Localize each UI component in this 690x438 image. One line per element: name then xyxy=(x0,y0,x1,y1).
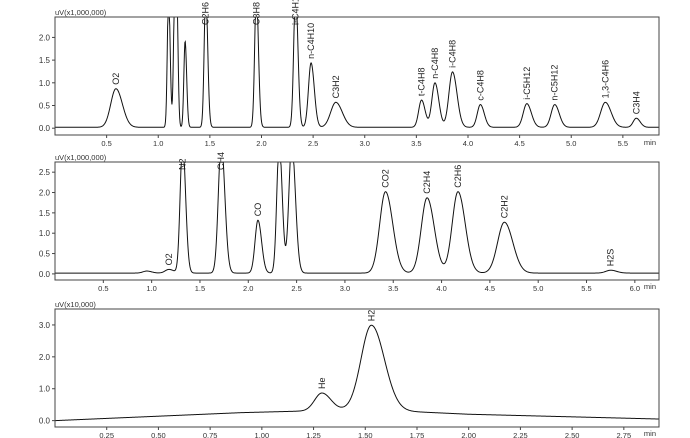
panel-1-ytick-label: 2.0 xyxy=(39,33,51,42)
peak-label-c2h6: C2H6 xyxy=(201,2,211,25)
panel-2-xtick-label: 1.5 xyxy=(195,284,205,293)
panel-2-trace xyxy=(55,161,659,274)
peak-label-h2: H2 xyxy=(366,310,376,322)
panel-3-ylabel: uV(x10,000) xyxy=(55,300,96,309)
panel-1-xtick-label: 1.0 xyxy=(153,139,163,148)
peak-label-n2: N2 xyxy=(178,158,188,170)
panel-3-ytick-label: 1.0 xyxy=(39,385,51,394)
panel-3-ytick-label: 2.0 xyxy=(39,353,51,362)
panel-2-ytick-label: 2.5 xyxy=(39,168,51,177)
panel-2-xtick-label: 0.5 xyxy=(98,284,108,293)
peak-label-nc5h12: n-C5H12 xyxy=(550,65,560,101)
peak-label-c3h8: C3H8 xyxy=(251,2,261,25)
panel-2-xtick-label: 5.5 xyxy=(581,284,591,293)
panel-1-xtick-label: 0.5 xyxy=(101,139,111,148)
peak-label-c2h6: C2H6 xyxy=(453,165,463,188)
panel-2-ytick-label: 0.0 xyxy=(39,270,51,279)
panel-2-xtick-label: 5.0 xyxy=(533,284,543,293)
peak-label-ic5h12: i-C5H12 xyxy=(522,67,532,100)
peak-label-nc4h10: n-C4H10 xyxy=(306,23,316,59)
peak-label-cc4h8: c-C4H8 xyxy=(475,70,485,101)
panel-3-xtick-label: 2.75 xyxy=(617,431,632,438)
panel-1-xunit: min xyxy=(644,138,656,147)
panel-2-ytick-label: 1.5 xyxy=(39,209,51,218)
panel-1-xtick-label: 5.5 xyxy=(618,139,628,148)
panel-3-frame xyxy=(54,308,660,428)
panel-2-xunit: min xyxy=(644,282,656,291)
peak-label-o2: O2 xyxy=(111,73,121,85)
panel-3-xtick-label: 1.25 xyxy=(306,431,321,438)
peak-label-13c4h6: 1,3-C4H6 xyxy=(600,60,610,99)
panel-3: uV(x10,000) min 0.0 1.0 2.0 3.0 0.25 0.50 0.7… xyxy=(39,300,660,438)
panel-2-xtick-label: 4.0 xyxy=(436,284,446,293)
panel-3-xtick-label: 0.50 xyxy=(151,431,166,438)
panel-2-ytick-label: 0.5 xyxy=(39,250,51,259)
panel-2-xtick-label: 2.5 xyxy=(291,284,301,293)
panel-2-ylabel: uV(x1,000,000) xyxy=(55,153,107,162)
panel-3-xtick-label: 1.00 xyxy=(255,431,270,438)
peak-label-c3h4: C3H4 xyxy=(631,91,641,114)
panel-1-ytick-label: 1.0 xyxy=(39,79,51,88)
panel-1-xtick-label: 2.0 xyxy=(256,139,266,148)
panel-2-xtick-label: 6.0 xyxy=(630,284,640,293)
panel-1-frame xyxy=(54,16,660,136)
panel-2-xtick-label: 3.5 xyxy=(388,284,398,293)
panel-1-xtick-label: 4.0 xyxy=(463,139,473,148)
panel-1: uV(x1,000,000) min 0.0 0.5 1.0 1.5 2.0 0.5 1.… xyxy=(39,0,660,148)
panel-1-xtick-label: 1.5 xyxy=(205,139,215,148)
panel-1-xtick-label: 4.5 xyxy=(514,139,524,148)
panel-3-xtick-label: 0.25 xyxy=(99,431,114,438)
peak-label-nc4h8: n-C4H8 xyxy=(430,48,440,79)
panel-3-ytick-label: 3.0 xyxy=(39,321,51,330)
peak-label-c2h4: C2H4 xyxy=(422,171,432,194)
panel-2-ytick-label: 1.0 xyxy=(39,229,51,238)
peak-label-ch4: CH4 xyxy=(216,152,226,170)
peak-label-tc4h8: t-C4H8 xyxy=(417,68,427,97)
panel-1-ytick-label: 1.5 xyxy=(39,56,51,65)
panel-1-xtick-label: 3.0 xyxy=(360,139,370,148)
peak-label-h2s: H2S xyxy=(606,249,616,267)
panel-3-xtick-label: 2.00 xyxy=(461,431,476,438)
peak-label-c2h2: C2H2 xyxy=(499,195,509,218)
panel-3-xtick-label: 1.75 xyxy=(410,431,425,438)
panel-3-xtick-label: 2.25 xyxy=(513,431,528,438)
peak-label-co2: CO2 xyxy=(381,169,391,188)
panel-1-xtick-label: 3.5 xyxy=(411,139,421,148)
panel-2-xtick-label: 2.0 xyxy=(243,284,253,293)
panel-2-ytick-label: 2.0 xyxy=(39,189,51,198)
peak-label-ic4h8: i-C4H8 xyxy=(448,40,458,68)
peak-label-ic4h10: i-C4H10 xyxy=(291,0,301,25)
panel-3-ytick-label: 0.0 xyxy=(39,417,51,426)
panel-3-xtick-label: 1.50 xyxy=(358,431,373,438)
panel-2-xtick-label: 1.0 xyxy=(146,284,156,293)
panel-2: uV(x1,000,000) min 0.0 0.5 1.0 1.5 2.0 2.5 0.… xyxy=(39,152,660,293)
panel-3-xtick-label: 0.75 xyxy=(203,431,218,438)
panel-3-xunit: min xyxy=(644,429,656,438)
panel-3-xtick-label: 2.50 xyxy=(565,431,580,438)
peak-label-co: CO xyxy=(253,203,263,217)
peak-label-c3h2: C3H2 xyxy=(331,75,341,98)
peak-label-he: He xyxy=(317,378,327,390)
panel-1-trace xyxy=(55,16,659,128)
panel-1-ylabel: uV(x1,000,000) xyxy=(55,8,107,17)
panel-2-xtick-label: 3.0 xyxy=(340,284,350,293)
panel-2-xtick-label: 4.5 xyxy=(485,284,495,293)
panel-2-frame xyxy=(54,161,660,281)
panel-1-ytick-label: 0.0 xyxy=(39,124,51,133)
panel-1-ytick-label: 0.5 xyxy=(39,102,51,111)
panel-3-trace xyxy=(54,324,660,422)
panel-1-xtick-label: 2.5 xyxy=(308,139,318,148)
panel-1-xtick-label: 5.0 xyxy=(566,139,576,148)
peak-label-o2: O2 xyxy=(164,253,174,265)
